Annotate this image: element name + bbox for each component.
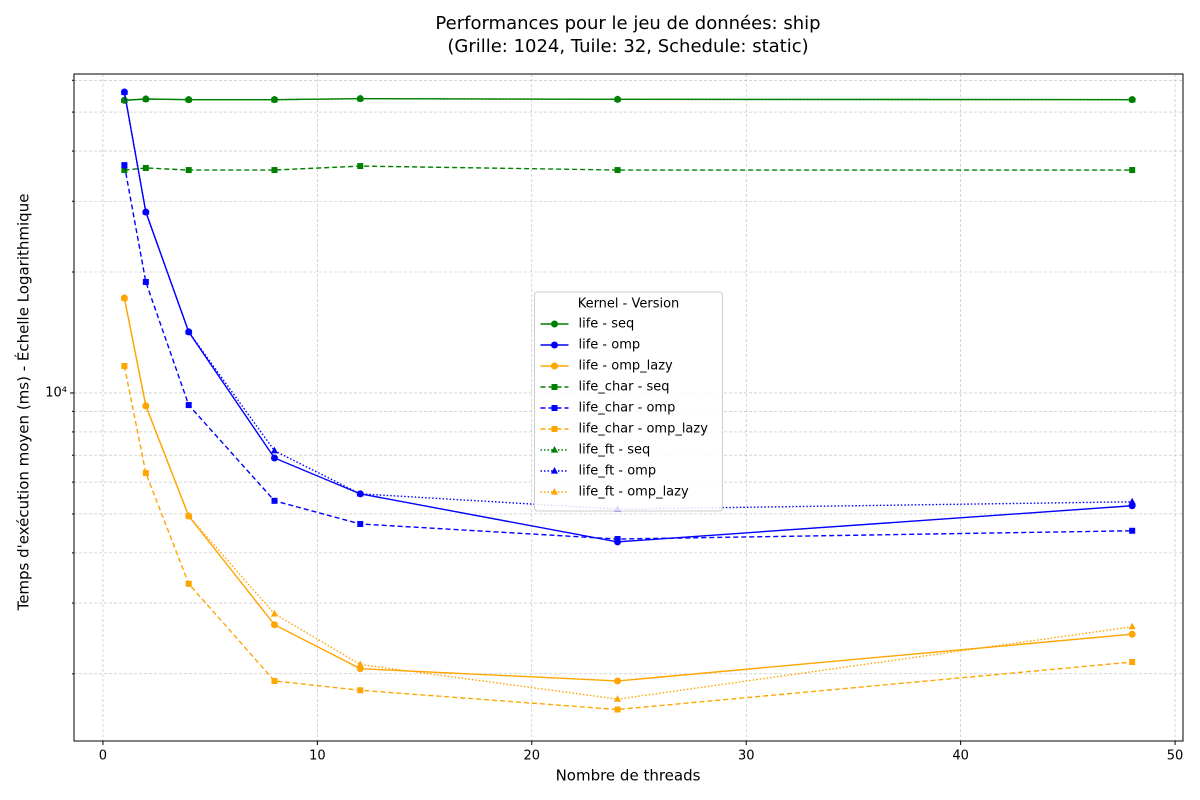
legend-label: life_char - omp (579, 401, 676, 416)
x-tick-label: 30 (738, 749, 755, 764)
marker (185, 327, 193, 335)
legend-label: life - seq (579, 317, 635, 332)
marker (270, 454, 278, 462)
legend-box (534, 291, 723, 512)
legend-label: life - omp (579, 338, 641, 353)
marker (121, 363, 128, 370)
marker (614, 677, 622, 685)
x-axis-label: Nombre de threads (556, 767, 701, 785)
marker (142, 164, 149, 171)
x-tick-label: 40 (952, 749, 969, 764)
marker (356, 660, 364, 668)
y-axis-label: Temps d'exécution moyen (ms) - Échelle L… (14, 194, 33, 612)
marker (551, 405, 558, 411)
marker (551, 426, 558, 432)
marker (142, 401, 150, 409)
x-tick-label: 0 (99, 749, 107, 764)
marker (356, 489, 364, 497)
legend-label: life_ft - omp_lazy (579, 485, 689, 500)
marker (550, 488, 559, 495)
marker (120, 88, 128, 95)
marker (121, 167, 128, 174)
marker (614, 706, 621, 713)
marker (551, 384, 558, 390)
x-tick-label: 50 (1167, 749, 1184, 764)
marker (1129, 527, 1136, 534)
marker (1128, 630, 1136, 638)
marker (120, 294, 128, 301)
marker (550, 467, 559, 474)
legend-label: life_char - omp_lazy (579, 422, 709, 437)
marker (185, 402, 192, 409)
marker (185, 580, 192, 587)
marker (1129, 167, 1136, 174)
marker (1128, 95, 1136, 103)
marker (142, 278, 149, 285)
plot-frame (73, 73, 1184, 742)
chart-title: Performances pour le jeu de données: shi… (435, 13, 820, 34)
marker (1128, 497, 1136, 505)
marker (1129, 659, 1136, 666)
marker (271, 677, 278, 684)
marker (551, 341, 558, 349)
marker (551, 362, 558, 370)
marker (271, 167, 278, 174)
marker (357, 163, 364, 170)
marker (120, 96, 128, 103)
marker (613, 695, 622, 702)
marker (271, 497, 278, 504)
marker (185, 95, 193, 103)
marker (185, 512, 193, 519)
legend-label: life_ft - seq (579, 443, 651, 458)
marker (142, 470, 149, 477)
marker (270, 621, 278, 629)
marker (142, 208, 150, 215)
marker (613, 95, 622, 102)
marker (1128, 622, 1136, 630)
marker (121, 162, 128, 169)
marker (270, 609, 279, 617)
marker (551, 320, 558, 328)
marker (357, 520, 364, 527)
y-tick-label: 10⁴ (45, 385, 67, 400)
legend-label: life - omp_lazy (579, 359, 674, 374)
marker (185, 167, 192, 174)
marker (356, 94, 364, 102)
x-tick-label: 10 (309, 749, 326, 764)
legend-label: life_ft - omp (579, 464, 657, 479)
marker (550, 446, 559, 453)
legend-title: Kernel - Version (578, 297, 680, 312)
marker (614, 536, 621, 543)
marker (614, 167, 621, 174)
legend-label: life_char - seq (579, 380, 670, 395)
marker (142, 94, 150, 102)
legend: Kernel - Version life - seq life - omp life… (534, 291, 723, 512)
marker (270, 446, 279, 454)
chart-subtitle: (Grille: 1024, Tuile: 32, Schedule: stat… (447, 36, 808, 57)
marker (357, 687, 364, 694)
marker (270, 95, 279, 103)
x-tick-label: 20 (524, 749, 541, 764)
